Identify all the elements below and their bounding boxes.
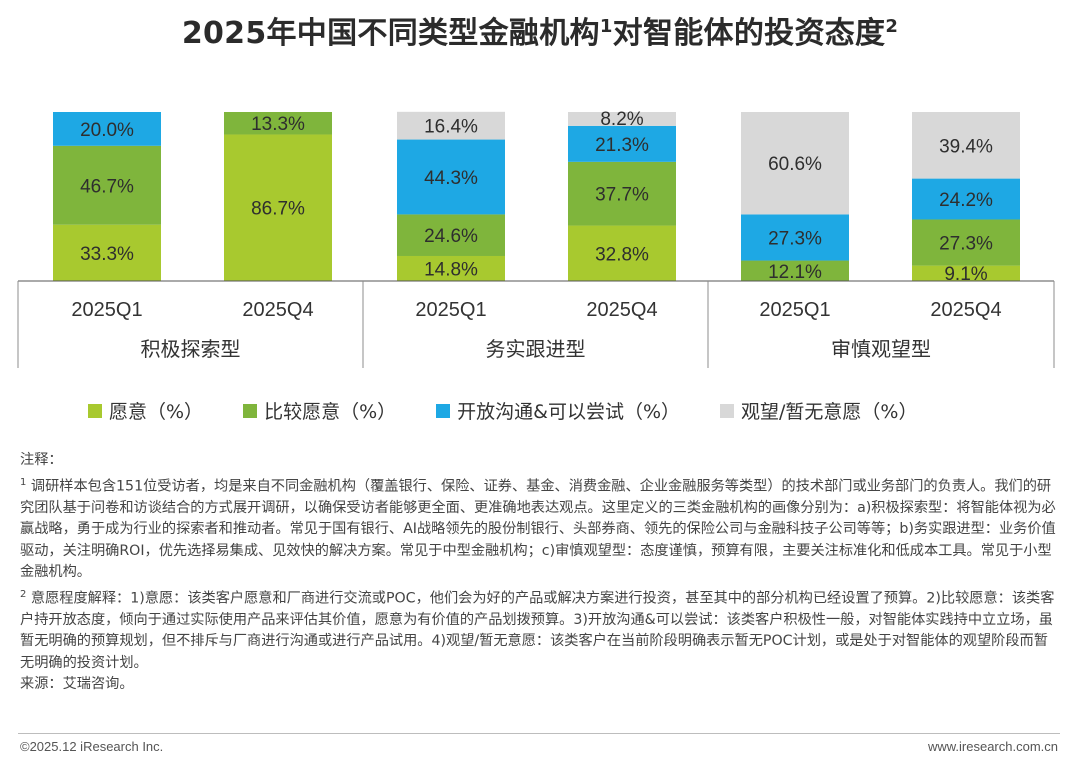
legend-item-wait-and-see: 观望/暂无意愿（%） (720, 397, 917, 424)
bar-segment (568, 161, 676, 226)
footer-divider (18, 733, 1060, 734)
data-label: 20.0% (80, 120, 134, 141)
bar-segment (912, 265, 1020, 281)
data-label: 33.3% (80, 244, 134, 265)
x-tick-label: 2025Q1 (415, 299, 486, 321)
data-label: 86.7% (251, 199, 305, 220)
group-label: 审慎观望型 (831, 337, 931, 361)
bar-segment (568, 125, 676, 162)
source-text: 来源：艾瑞咨询。 (20, 676, 134, 693)
x-tick-label: 2025Q1 (759, 299, 830, 321)
bar-segment (912, 112, 1020, 179)
bar-segment (53, 145, 161, 225)
bar-segment (568, 225, 676, 281)
legend-swatch (436, 403, 451, 418)
data-label: 46.7% (80, 176, 134, 197)
data-label: 16.4% (424, 117, 478, 138)
bar-segment (912, 178, 1020, 220)
legend-label: 比较愿意（%） (264, 401, 397, 423)
notes-heading: 注释： (20, 452, 63, 468)
legend-item-open-to-try: 开放沟通&可以尝试（%） (436, 397, 680, 424)
legend-swatch (88, 403, 102, 418)
data-label: 9.1% (944, 264, 987, 285)
data-label: 27.3% (768, 228, 822, 249)
bar-segment (397, 214, 505, 256)
note-2: 2 意愿程度解释：1)意愿：该类客户愿意和厂商进行交流或POC，他们会为好的产品… (20, 588, 1055, 671)
bar-segment (397, 255, 505, 281)
group-label: 务实跟进型 (486, 337, 586, 361)
title-footnote-mark-2: 2 (885, 16, 899, 37)
x-tick-label: 2025Q4 (586, 299, 657, 321)
bar-segment (741, 260, 849, 281)
stacked-bar-chart: 33.3% 46.7% 20.0% 2025Q1 86.7% 13.3% 2025Q4 14.… (17, 109, 1055, 368)
data-label: 21.3% (595, 135, 649, 156)
notes-section: 注释： 1 调研样本包含151位受访者，均是来自不同金融机构（覆盖银行、保险、证… (20, 450, 1062, 696)
legend-label: 开放沟通&可以尝试（%） (457, 401, 680, 423)
legend-label: 观望/暂无意愿（%） (741, 401, 918, 423)
note-2-mark: 2 (20, 588, 27, 600)
legend-label: 愿意（%） (109, 401, 204, 423)
legend-item-fairly-willing: 比较愿意（%） (243, 397, 396, 424)
data-label: 12.1% (768, 262, 822, 283)
bar-segment (741, 214, 849, 261)
bar-segment (568, 112, 676, 126)
legend-swatch (720, 403, 734, 418)
x-tick-label: 2025Q4 (242, 299, 313, 321)
data-label: 24.6% (424, 226, 478, 247)
group-label: 积极探索型 (141, 337, 241, 361)
bar-segment (224, 112, 332, 135)
data-label: 8.2% (600, 109, 643, 130)
note-1-mark: 1 (20, 476, 27, 488)
title-footnote-mark-1: 1 (599, 16, 613, 37)
footer-copyright: ©2025.12 iResearch Inc. (20, 739, 164, 754)
footer-website: www.iresearch.com.cn (927, 739, 1058, 754)
bar-segment (397, 139, 505, 215)
bar-segment (912, 219, 1020, 266)
data-label: 37.7% (595, 185, 649, 206)
legend: 愿意（%） 比较愿意（%） 开放沟通&可以尝试（%） 观望/暂无意愿（%） (88, 397, 917, 424)
x-tick-label: 2025Q1 (71, 299, 142, 321)
legend-swatch (243, 403, 258, 418)
x-tick-label: 2025Q4 (930, 299, 1001, 321)
data-label: 27.3% (939, 234, 993, 255)
data-label: 60.6% (768, 154, 822, 175)
legend-item-willing: 愿意（%） (88, 397, 203, 424)
bar-segment (397, 111, 505, 140)
bar-segment (53, 224, 161, 281)
bar-segment (224, 134, 332, 281)
page-title: 2025年中国不同类型金融机构1对智能体的投资态度2 (181, 16, 899, 51)
data-label: 13.3% (251, 114, 305, 135)
bar-segment (741, 112, 849, 215)
note-1: 1 调研样本包含151位受访者，均是来自不同金融机构（覆盖银行、保险、证券、基金… (20, 476, 1056, 581)
data-label: 44.3% (424, 168, 478, 189)
data-label: 14.8% (424, 259, 478, 280)
data-label: 32.8% (595, 244, 649, 265)
bar-segment (53, 112, 161, 146)
data-label: 24.2% (939, 190, 993, 211)
data-label: 39.4% (939, 136, 993, 157)
